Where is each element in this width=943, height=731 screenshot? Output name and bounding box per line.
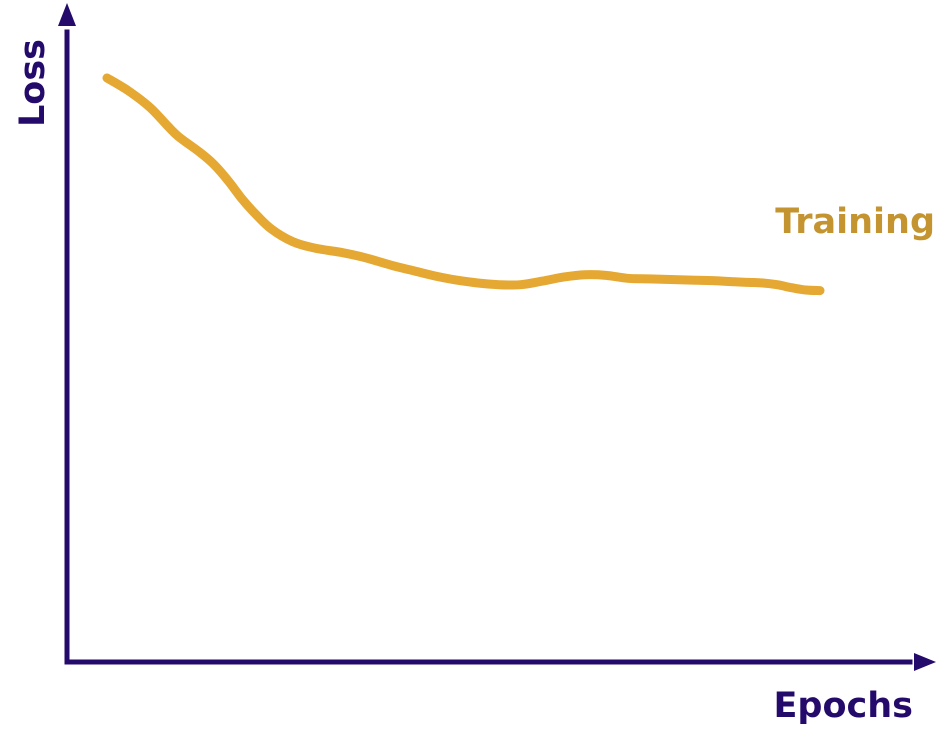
x-axis-label: Epochs [773, 686, 913, 726]
series-label-training: Training [775, 202, 935, 242]
axes [58, 3, 936, 671]
series-line-training [102, 73, 825, 296]
y-axis-label: Loss [13, 39, 53, 127]
y-axis-arrow [58, 3, 76, 26]
series-layer [102, 73, 825, 296]
x-axis-arrow [914, 653, 936, 671]
